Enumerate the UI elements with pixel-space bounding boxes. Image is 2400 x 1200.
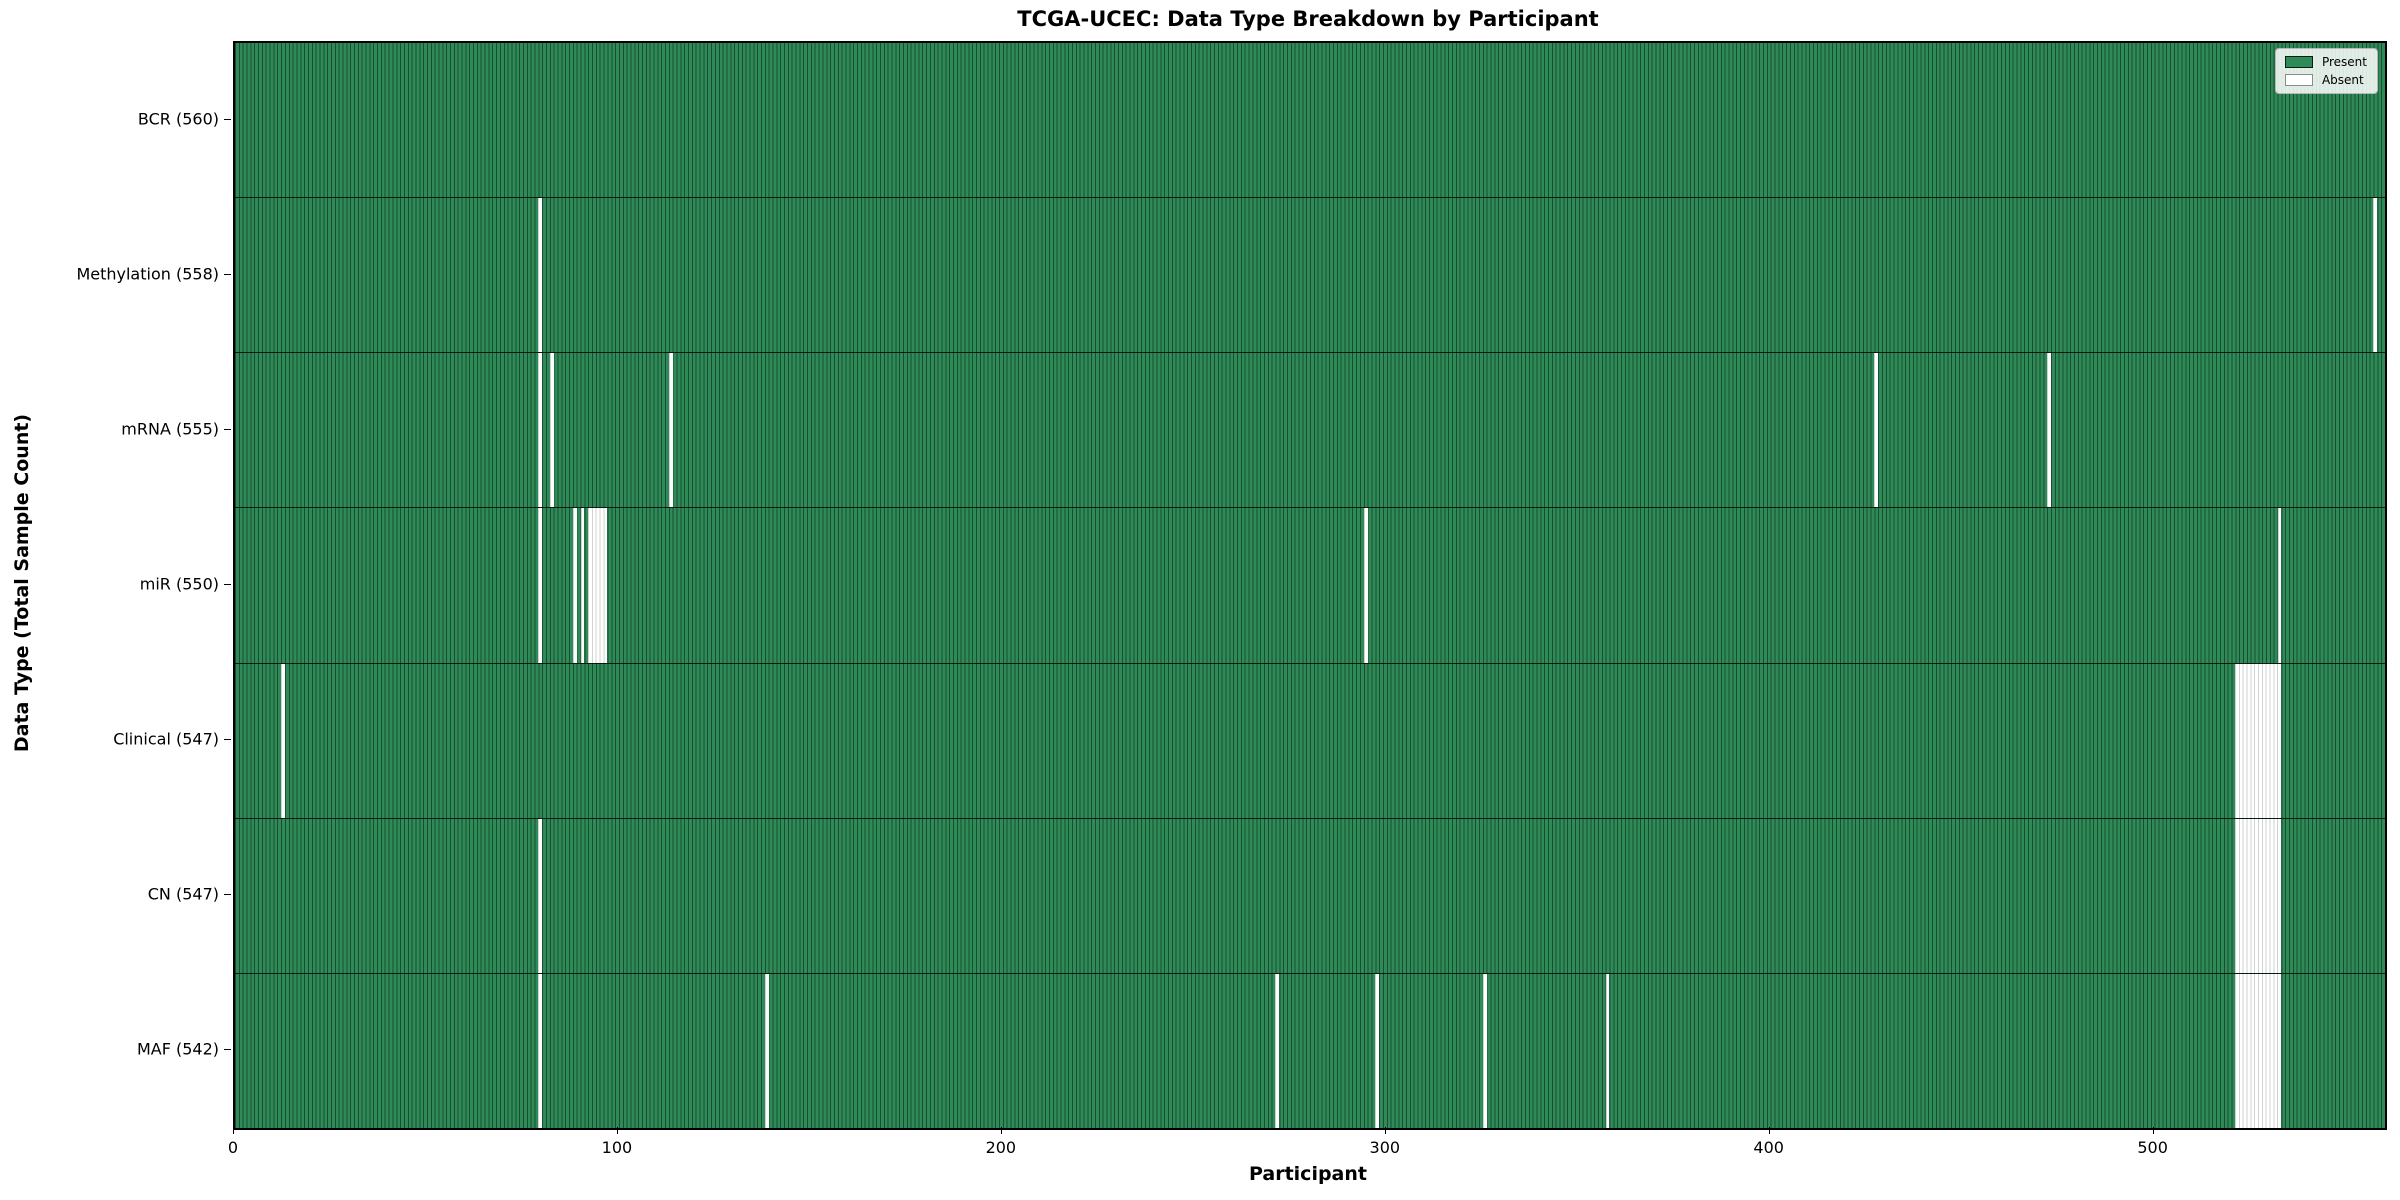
y-tick-mark — [224, 273, 231, 275]
x-tick-label: 300 — [1369, 1138, 1401, 1157]
absent-gap — [2373, 198, 2378, 353]
chart-row-bcr — [235, 43, 2385, 199]
chart-row-mrna — [235, 353, 2385, 509]
x-tick-label: 100 — [601, 1138, 633, 1157]
absent-gap — [588, 508, 608, 663]
x-tick-mark — [616, 1127, 618, 1134]
x-tick-mark — [233, 1127, 234, 1134]
chart-row-maf — [235, 973, 2385, 1128]
absent-gap — [572, 508, 577, 663]
present-swatch — [2284, 56, 2313, 68]
y-tick-mark — [224, 583, 231, 585]
absent-gap — [764, 973, 769, 1128]
x-tick-mark — [1384, 1127, 1386, 1134]
y-tick-mark — [224, 428, 231, 430]
y-tick-label: BCR (560) — [137, 109, 219, 128]
x-tick-label: 400 — [1753, 1138, 1784, 1157]
absent-gap — [580, 508, 585, 663]
y-tick-label: Methylation (558) — [76, 264, 219, 283]
y-tick-mark — [224, 893, 231, 895]
absent-gap — [1375, 973, 1380, 1128]
y-tick-label: CN (547) — [147, 884, 219, 903]
absent-gap — [538, 818, 543, 973]
chart-row-methylation — [235, 198, 2385, 354]
legend-item-present: Present — [2284, 55, 2367, 69]
x-tick-label: 0 — [227, 1138, 239, 1157]
x-tick-label: 500 — [2137, 1138, 2168, 1157]
legend-present-label: Present — [2321, 55, 2367, 69]
absent-gap — [1874, 353, 1879, 508]
absent-gap — [538, 198, 543, 353]
absent-gap — [1363, 508, 1368, 663]
absent-gap — [538, 353, 543, 508]
y-tick-label: mRNA (555) — [121, 419, 219, 438]
absent-gap — [281, 663, 285, 818]
absent-gap — [2235, 663, 2282, 818]
x-tick-label: 200 — [985, 1138, 1017, 1157]
y-tick-label: MAF (542) — [136, 1039, 219, 1058]
y-tick-mark — [224, 1048, 231, 1050]
absent-gap — [2235, 818, 2282, 973]
x-tick-mark — [1000, 1127, 1002, 1134]
rows-container — [235, 43, 2385, 1128]
x-tick-mark — [2152, 1127, 2154, 1134]
x-axis-label: Participant — [1248, 1163, 1367, 1185]
absent-gap — [1605, 973, 1610, 1128]
absent-gap — [549, 353, 554, 508]
y-tick-mark — [224, 118, 231, 120]
absent-gap — [1482, 973, 1487, 1128]
chart-row-clinical — [235, 663, 2385, 819]
absent-swatch — [2284, 74, 2313, 86]
chart-row-mir — [235, 508, 2385, 664]
y-tick-label: Clinical (547) — [113, 729, 219, 748]
absent-gap — [2277, 508, 2282, 663]
y-tick-label: miR (550) — [139, 574, 219, 593]
absent-gap — [538, 508, 543, 663]
chart-row-cn — [235, 818, 2385, 974]
plot-area: Present Absent — [233, 41, 2387, 1130]
absent-gap — [1275, 973, 1280, 1128]
chart-title: TCGA-UCEC: Data Type Breakdown by Partic… — [1017, 7, 1599, 31]
absent-gap — [538, 973, 543, 1128]
absent-gap — [2235, 973, 2282, 1128]
absent-gap — [2047, 353, 2051, 508]
legend-absent-label: Absent — [2321, 73, 2364, 87]
y-tick-mark — [224, 738, 231, 740]
y-axis-label: Data Type (Total Sample Count) — [11, 413, 33, 753]
absent-gap — [668, 353, 673, 508]
legend: Present Absent — [2274, 48, 2378, 94]
x-tick-mark — [1768, 1127, 1770, 1134]
legend-item-absent: Absent — [2284, 73, 2367, 87]
